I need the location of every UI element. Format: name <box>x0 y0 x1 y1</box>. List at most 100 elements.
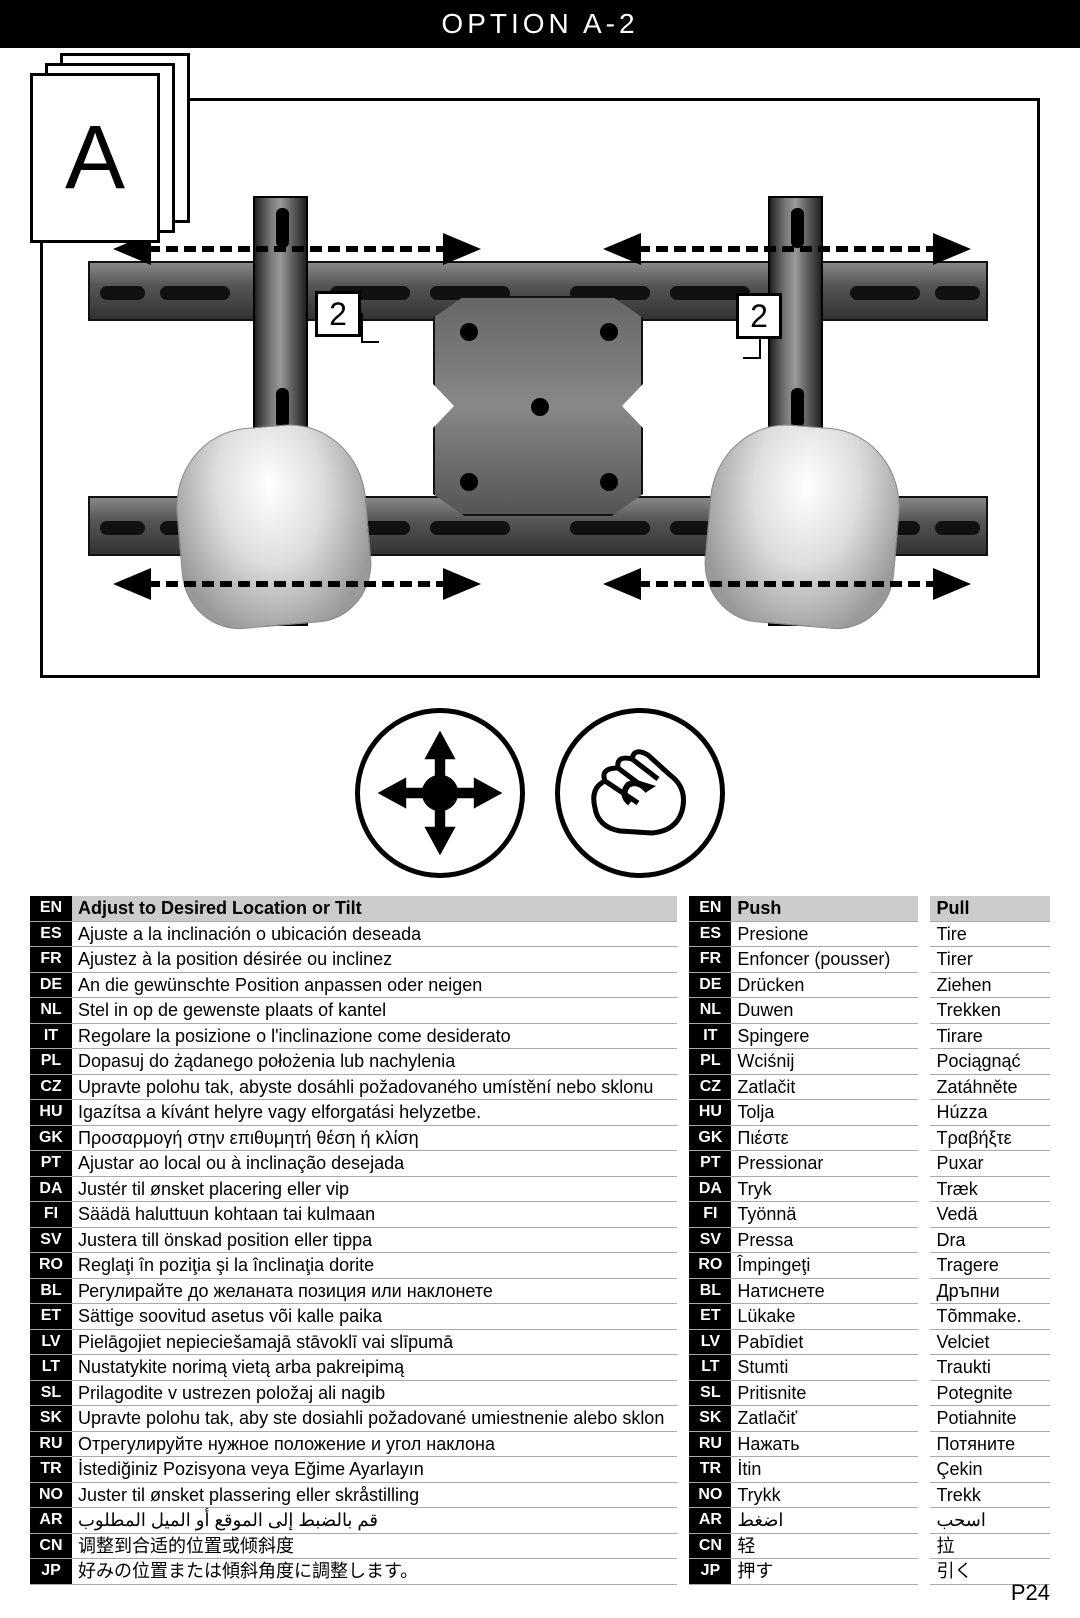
hand-tighten-icon <box>555 708 725 878</box>
lang-code: AR <box>30 1508 72 1534</box>
translation-text: Stumti <box>731 1355 918 1381</box>
translation-text: Igazítsa a kívánt helyre vagy elforgatás… <box>72 1100 677 1126</box>
translation-text: Wciśnij <box>731 1049 918 1075</box>
lang-code: BL <box>30 1278 72 1304</box>
translation-text: Træk <box>930 1176 1050 1202</box>
translation-text: Dopasuj do żądanego położenia lub nachyl… <box>72 1049 677 1075</box>
lang-code: RU <box>689 1431 731 1457</box>
lang-code: JP <box>689 1559 731 1585</box>
translation-text: Pielāgojiet nepieciešamajā stāvoklī vai … <box>72 1329 677 1355</box>
translation-text: Τραβήξτε <box>930 1125 1050 1151</box>
translation-text: Vedä <box>930 1202 1050 1228</box>
lang-code: SK <box>30 1406 72 1432</box>
translation-text: Нажать <box>731 1431 918 1457</box>
translation-text: Προσαρμογή στην επιθυμητή θέση ή κλίση <box>72 1125 677 1151</box>
lang-code: CZ <box>689 1074 731 1100</box>
translation-text: Pociągnąć <box>930 1049 1050 1075</box>
translation-text: Pritisnite <box>731 1380 918 1406</box>
translation-text: Upravte polohu tak, aby ste dosiahli pož… <box>72 1406 677 1432</box>
lang-code: ES <box>689 921 731 947</box>
lang-code: ES <box>30 921 72 947</box>
page-number: P24 <box>1011 1580 1050 1606</box>
translation-text: Pressionar <box>731 1151 918 1177</box>
lang-code: TR <box>689 1457 731 1483</box>
translation-text: Spingere <box>731 1023 918 1049</box>
translation-text: Πιέστε <box>731 1125 918 1151</box>
lang-code: LT <box>689 1355 731 1381</box>
lang-code: PT <box>30 1151 72 1177</box>
translation-text: 调整到合适的位置或倾斜度 <box>72 1533 677 1559</box>
lang-code: GK <box>689 1125 731 1151</box>
translation-text: Duwen <box>731 998 918 1024</box>
lang-code: ET <box>689 1304 731 1330</box>
lang-code: LV <box>689 1329 731 1355</box>
translation-text: Upravte polohu tak, abyste dosáhli požad… <box>72 1074 677 1100</box>
translation-text: Lükake <box>731 1304 918 1330</box>
translation-text: قم بالضبط إلى الموقع أو الميل المطلوب <box>72 1508 677 1534</box>
mount-assembly <box>88 196 988 626</box>
translation-text: Húzza <box>930 1100 1050 1126</box>
translation-text: Tragere <box>930 1253 1050 1279</box>
translation-text: Tirer <box>930 947 1050 973</box>
translation-text: اضغط <box>731 1508 918 1534</box>
lang-code: FR <box>689 947 731 973</box>
translation-text: Tire <box>930 921 1050 947</box>
translation-text: Ajustar ao local ou à inclinação desejad… <box>72 1151 677 1177</box>
translation-text: Ajustez à la position désirée ou incline… <box>72 947 677 973</box>
translation-text: Työnnä <box>731 1202 918 1228</box>
lang-code: FR <box>30 947 72 973</box>
translation-text: Drücken <box>731 972 918 998</box>
translation-text: Traukti <box>930 1355 1050 1381</box>
translation-text: Säädä haluttuun kohtaan tai kulmaan <box>72 1202 677 1228</box>
translation-text: 好みの位置または傾斜角度に調整します。 <box>72 1559 677 1585</box>
lang-code: JP <box>30 1559 72 1585</box>
translation-tables: ENAdjust to Desired Location or TiltESAj… <box>30 896 1050 1585</box>
lang-code: IT <box>30 1023 72 1049</box>
lang-code: PT <box>689 1151 731 1177</box>
main-figure: A <box>30 58 1050 688</box>
lang-code: TR <box>30 1457 72 1483</box>
lang-code: EN <box>689 896 731 921</box>
table-pull: PullTireTirerZiehenTrekkenTirarePociągną… <box>930 896 1050 1585</box>
translation-text: Tryk <box>731 1176 918 1202</box>
lang-code: DE <box>689 972 731 998</box>
translation-text: Zatáhněte <box>930 1074 1050 1100</box>
translation-text: Дръпни <box>930 1278 1050 1304</box>
translation-text: Nustatykite norimą vietą arba pakreipimą <box>72 1355 677 1381</box>
translation-text: Ajuste a la inclinación o ubicación dese… <box>72 921 677 947</box>
lang-code: IT <box>689 1023 731 1049</box>
lang-code: PL <box>689 1049 731 1075</box>
translation-text: Enfoncer (pousser) <box>731 947 918 973</box>
lang-code: RU <box>30 1431 72 1457</box>
header-text: Push <box>731 896 918 921</box>
lang-code: PL <box>30 1049 72 1075</box>
translation-text: Împingeţi <box>731 1253 918 1279</box>
header-text: Adjust to Desired Location or Tilt <box>72 896 677 921</box>
lang-code: DA <box>689 1176 731 1202</box>
translation-text: Velciet <box>930 1329 1050 1355</box>
translation-text: Justér til ønsket placering eller vip <box>72 1176 677 1202</box>
translation-text: اسحب <box>930 1508 1050 1534</box>
lang-code: NL <box>689 998 731 1024</box>
lang-code: GK <box>30 1125 72 1151</box>
translation-text: Reglaţi în poziţia şi la înclinaţia dori… <box>72 1253 677 1279</box>
translation-text: Pabīdiet <box>731 1329 918 1355</box>
hand-left-icon <box>170 418 377 634</box>
lang-code: RO <box>689 1253 731 1279</box>
translation-text: Trekk <box>930 1482 1050 1508</box>
lang-code: SL <box>689 1380 731 1406</box>
translation-text: İtin <box>731 1457 918 1483</box>
lang-code: HU <box>30 1100 72 1126</box>
hand-right-icon <box>700 418 907 634</box>
callout-2-right: 2 <box>736 293 782 339</box>
table-adjust: ENAdjust to Desired Location or TiltESAj… <box>30 896 677 1585</box>
translation-text: 拉 <box>930 1533 1050 1559</box>
translation-text: Justera till önskad position eller tippa <box>72 1227 677 1253</box>
lang-code: RO <box>30 1253 72 1279</box>
translation-text: Sättige soovitud asetus või kalle paika <box>72 1304 677 1330</box>
translation-text: An die gewünschte Position anpassen oder… <box>72 972 677 998</box>
translation-text: Presione <box>731 921 918 947</box>
lang-code: DA <box>30 1176 72 1202</box>
lang-code: BL <box>689 1278 731 1304</box>
lang-code: ET <box>30 1304 72 1330</box>
